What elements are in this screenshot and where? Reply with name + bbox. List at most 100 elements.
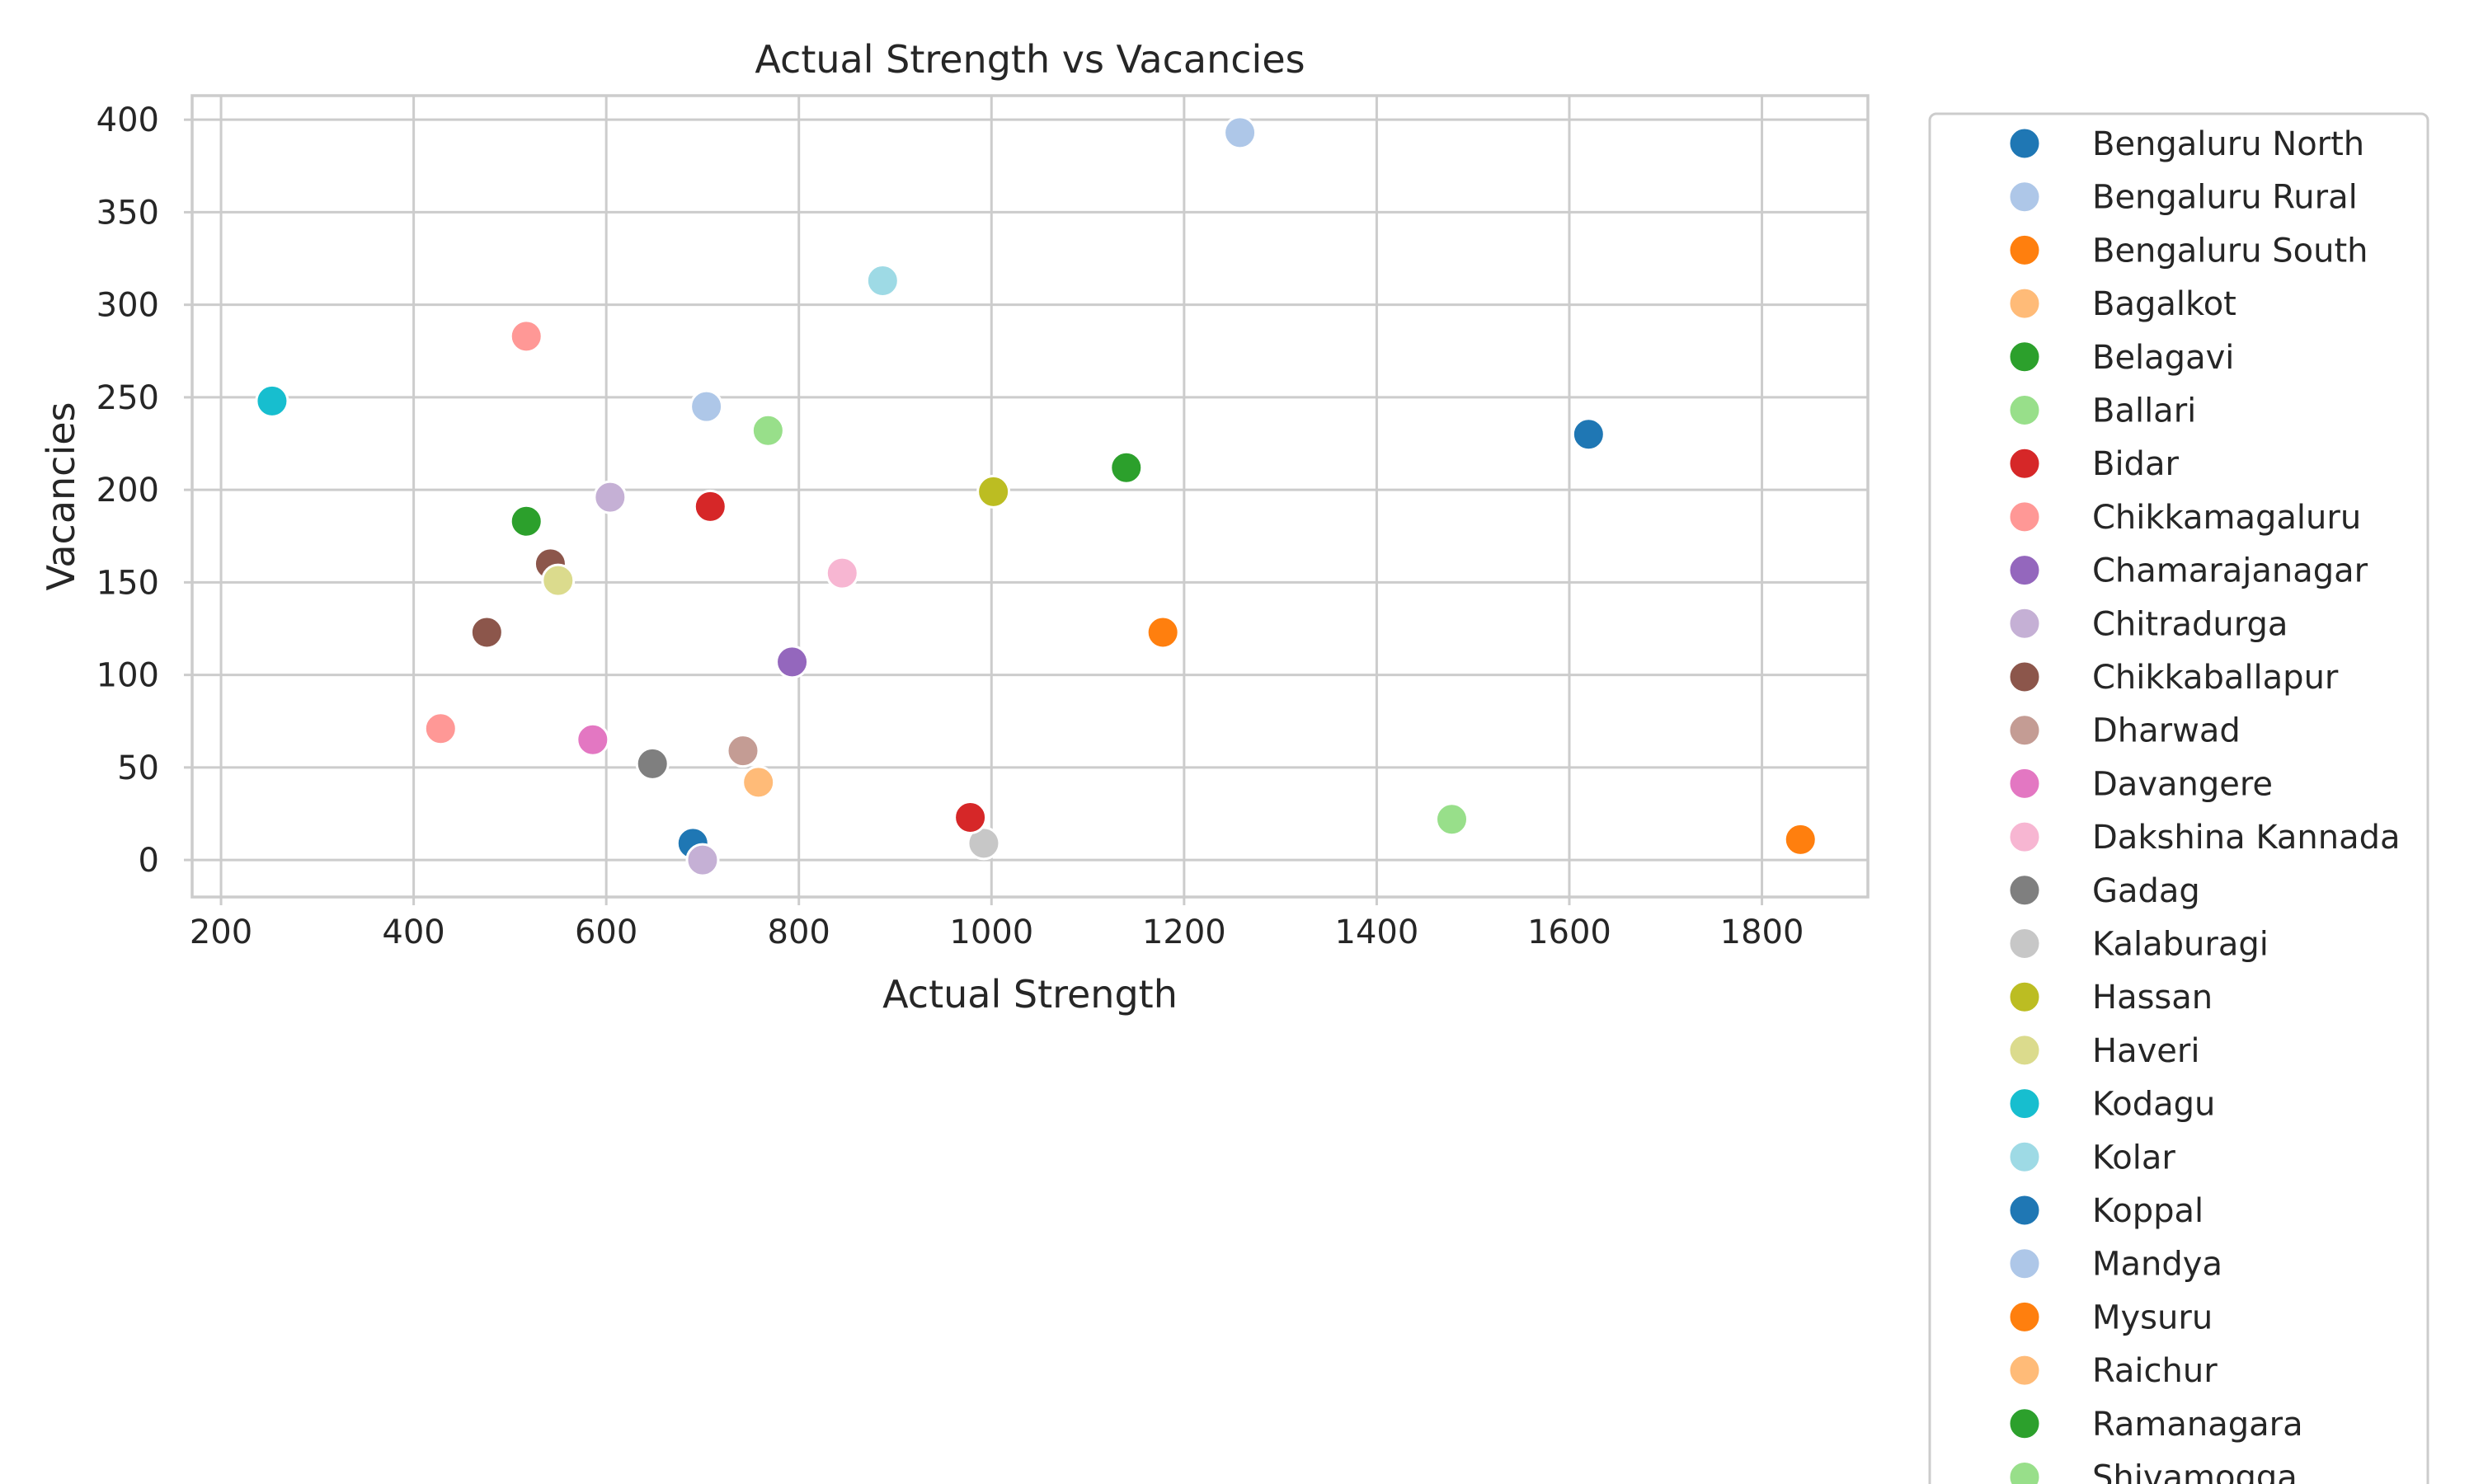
data-point xyxy=(750,413,785,448)
legend-marker xyxy=(2007,1087,2042,1121)
x-tick-label: 1400 xyxy=(1335,913,1419,951)
y-axis-title: Vacancies xyxy=(39,402,83,590)
data-point xyxy=(775,645,810,679)
legend-marker xyxy=(2007,393,2042,427)
x-axis-title: Actual Strength xyxy=(882,972,1178,1017)
legend-label: Ramanagara xyxy=(2092,1406,2303,1444)
data-point xyxy=(541,563,576,598)
x-tick-label: 1800 xyxy=(1720,913,1804,951)
data-point xyxy=(509,504,543,538)
legend-label: Dakshina Kannada xyxy=(2092,819,2401,857)
legend-marker xyxy=(2007,180,2042,214)
legend-label: Bengaluru North xyxy=(2092,125,2364,163)
data-point xyxy=(976,474,1011,509)
data-point xyxy=(635,746,670,781)
data-point xyxy=(1783,822,1818,857)
data-point xyxy=(576,722,610,757)
data-point xyxy=(1145,615,1180,650)
y-tick-label: 100 xyxy=(96,657,159,695)
legend-label: Bengaluru Rural xyxy=(2092,179,2358,217)
data-point xyxy=(1223,115,1258,150)
x-tick-label: 600 xyxy=(575,913,637,951)
legend-marker xyxy=(2007,1247,2042,1281)
legend-label: Mandya xyxy=(2092,1246,2222,1284)
legend-box xyxy=(1928,112,2429,1484)
legend-label: Belagavi xyxy=(2092,339,2234,377)
data-point xyxy=(509,319,543,354)
legend-label: Bidar xyxy=(2092,445,2179,483)
x-tick-label: 400 xyxy=(382,913,444,951)
data-point xyxy=(1571,417,1606,452)
chart-title: Actual Strength vs Vacancies xyxy=(755,37,1305,82)
data-point xyxy=(967,826,1001,861)
legend-label: Chikkamagaluru xyxy=(2092,499,2361,537)
data-point xyxy=(865,263,900,298)
legend-marker xyxy=(2007,1033,2042,1068)
data-point xyxy=(825,556,859,590)
x-tick-label: 1600 xyxy=(1527,913,1611,951)
legend-label: Raichur xyxy=(2092,1352,2218,1390)
data-point xyxy=(1109,450,1144,485)
data-point xyxy=(726,734,760,768)
x-tick-label: 800 xyxy=(768,913,830,951)
legend-marker xyxy=(2007,1139,2042,1174)
y-tick-label: 150 xyxy=(96,564,159,602)
legend-label: Davangere xyxy=(2092,765,2273,803)
legend-marker xyxy=(2007,766,2042,801)
data-point xyxy=(685,843,720,877)
data-point xyxy=(953,800,988,834)
legend-label: Chamarajanagar xyxy=(2092,552,2368,590)
legend-marker xyxy=(2007,979,2042,1014)
y-tick-label: 300 xyxy=(96,287,159,325)
legend-marker xyxy=(2007,1407,2042,1441)
data-points xyxy=(255,115,1818,877)
legend-label: Shivamogga xyxy=(2092,1459,2298,1484)
data-point xyxy=(1435,802,1470,837)
legend-marker xyxy=(2007,713,2042,748)
legend-label: Bagalkot xyxy=(2092,285,2236,323)
legend-marker xyxy=(2007,1353,2042,1388)
y-tick-label: 0 xyxy=(139,842,159,880)
legend-label: Chikkaballapur xyxy=(2092,659,2339,697)
legend-marker xyxy=(2007,340,2042,374)
legend-marker xyxy=(2007,126,2042,161)
y-tick-label: 250 xyxy=(96,379,159,417)
axis-ticks: 200 400 600 800 1000 1200 1400 1600 1800 0 50 100 15… xyxy=(96,101,1804,951)
data-point xyxy=(593,480,628,514)
data-point xyxy=(469,615,504,650)
legend-marker xyxy=(2007,553,2042,588)
legend-label: Chitradurga xyxy=(2092,605,2288,643)
grid xyxy=(192,96,1868,897)
legend-marker xyxy=(2007,873,2042,908)
data-point xyxy=(741,765,776,800)
legend: Bengaluru North Bengaluru Rural Bengaluru … xyxy=(1928,112,2429,1484)
plot-frame xyxy=(190,94,1870,899)
data-point xyxy=(423,711,458,746)
legend-label: Haveri xyxy=(2092,1032,2199,1070)
legend-marker xyxy=(2007,819,2042,854)
y-tick-label: 200 xyxy=(96,472,159,510)
y-tick-label: 400 xyxy=(96,101,159,139)
legend-label: Ballari xyxy=(2092,392,2196,430)
legend-label: Hassan xyxy=(2092,979,2213,1017)
data-point xyxy=(693,489,727,524)
legend-marker xyxy=(2007,232,2042,267)
legend-marker xyxy=(2007,1460,2042,1484)
legend-marker xyxy=(2007,660,2042,694)
legend-label: Bengaluru South xyxy=(2092,232,2368,270)
data-point xyxy=(689,389,724,424)
legend-label: Koppal xyxy=(2092,1192,2204,1230)
legend-marker xyxy=(2007,446,2042,481)
legend-label: Kodagu xyxy=(2092,1086,2215,1124)
legend-label: Gadag xyxy=(2092,872,2200,910)
legend-marker xyxy=(2007,1299,2042,1334)
legend-marker xyxy=(2007,927,2042,960)
legend-label: Dharwad xyxy=(2092,712,2241,750)
y-tick-label: 350 xyxy=(96,194,159,232)
legend-marker xyxy=(2007,606,2042,641)
legend-marker xyxy=(2007,1193,2042,1228)
x-tick-label: 1200 xyxy=(1142,913,1226,951)
y-tick-label: 50 xyxy=(117,749,159,787)
